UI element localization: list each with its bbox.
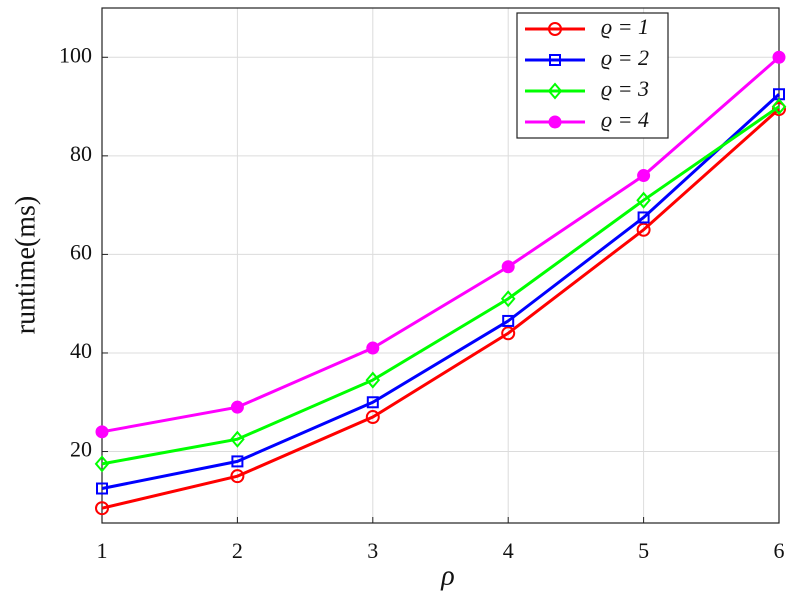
marker <box>772 50 786 64</box>
marker <box>231 455 244 468</box>
x-tick-label: 4 <box>503 538 514 563</box>
marker <box>501 260 515 274</box>
marker <box>500 290 516 308</box>
marker <box>366 396 379 409</box>
legend-label: ϱ = 1 <box>601 14 649 39</box>
y-tick-label: 40 <box>70 338 92 363</box>
x-tick-label: 2 <box>232 538 243 563</box>
y-axis-label: runtime(ms) <box>10 196 41 334</box>
marker <box>230 469 245 484</box>
x-tick-label: 6 <box>774 538 785 563</box>
marker <box>95 425 109 439</box>
marker <box>548 22 562 36</box>
series-line <box>101 107 780 510</box>
y-tick-label: 60 <box>70 239 92 264</box>
series-line <box>101 56 780 434</box>
series-line <box>101 105 780 466</box>
legend-label: ϱ = 4 <box>601 107 649 132</box>
marker <box>365 410 380 425</box>
marker <box>501 326 516 341</box>
legend-box <box>516 12 669 139</box>
marker <box>637 169 651 183</box>
marker <box>94 455 110 473</box>
x-tick-label: 1 <box>97 538 108 563</box>
marker <box>95 501 109 516</box>
y-tick-label: 20 <box>70 437 92 462</box>
marker <box>230 430 245 448</box>
marker <box>547 82 563 100</box>
marker <box>502 314 515 327</box>
marker <box>366 341 380 355</box>
x-tick-label: 5 <box>638 538 649 563</box>
marker <box>549 54 561 66</box>
legend-label: ϱ = 3 <box>601 76 649 101</box>
marker <box>636 222 651 237</box>
legend-label: ϱ = 2 <box>601 45 649 70</box>
x-axis-label: ρ <box>440 560 454 591</box>
marker <box>96 482 108 495</box>
marker <box>637 211 650 224</box>
series-line <box>101 93 781 490</box>
marker <box>230 400 244 414</box>
plot-frame <box>101 7 780 524</box>
marker <box>365 371 381 389</box>
y-tick-label: 100 <box>59 42 92 67</box>
marker <box>636 191 651 209</box>
y-tick-label: 80 <box>70 141 92 166</box>
marker <box>548 115 562 129</box>
marker <box>771 98 787 116</box>
x-tick-label: 3 <box>367 538 378 563</box>
